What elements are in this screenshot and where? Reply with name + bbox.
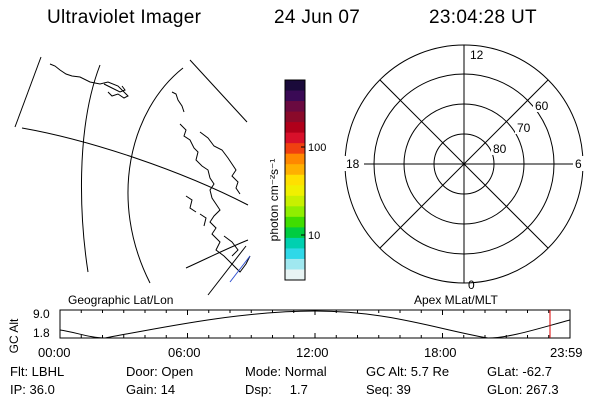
info-gc-alt: GC Alt: 5.7 Re <box>366 364 450 379</box>
colorbar-swatch <box>285 216 305 228</box>
time-tick-1200: 12:00 <box>296 345 329 360</box>
map-latitude-line <box>185 239 249 269</box>
info-dsp: Dsp: 1.7 <box>245 382 308 397</box>
colorbar-swatch <box>285 143 305 155</box>
colorbar-swatch <box>285 227 305 239</box>
colorbar-swatch <box>285 90 305 102</box>
time-tick-0000: 00:00 <box>38 345 71 360</box>
colorbar-swatch <box>285 111 305 123</box>
timeline-y-axis-label: GC Alt <box>7 318 21 353</box>
colorbar-swatch <box>285 206 305 218</box>
info-mode: Mode: Normal <box>245 364 327 379</box>
polar-plot: 12 18 6 0 60 70 80 <box>344 44 585 292</box>
coastline-blue-segment <box>229 255 251 283</box>
info-door: Door: Open <box>126 364 194 379</box>
colorbar-swatch <box>285 195 305 207</box>
apex-panel-label: Apex MLat/MLT <box>414 293 498 307</box>
colorbar-tick-label-100: 100 <box>308 142 326 154</box>
geographic-panel-label: Geographic Lat/Lon <box>68 293 174 307</box>
colorbar-swatch <box>285 122 305 134</box>
colorbar-swatch <box>285 80 305 92</box>
colorbar-swatch <box>285 258 305 270</box>
coastline <box>49 63 251 273</box>
geographic-map <box>14 56 251 296</box>
map-meridian-line <box>207 245 247 296</box>
map-boundary-line <box>14 56 42 128</box>
timeline-y-tick-high: 9.0 <box>33 307 50 321</box>
info-glat: GLat: -62.7 <box>487 364 553 379</box>
time-tick-2359: 23:59 <box>550 345 583 360</box>
colorbar-swatch <box>285 185 305 197</box>
colorbar: 100 10 photon cm⁻²s⁻¹ <box>270 79 326 281</box>
colorbar-swatch <box>285 153 305 165</box>
map-meridian-line <box>189 59 248 123</box>
info-gain: Gain: 14 <box>126 382 176 397</box>
time-label: 23:04:28 UT <box>429 7 537 28</box>
mlt-label-0: 0 <box>468 278 475 292</box>
mlt-label-18: 18 <box>346 157 360 171</box>
info-filter: Flt: LBHL <box>10 364 65 379</box>
time-tick-0600: 06:00 <box>168 345 201 360</box>
app-title: Ultraviolet Imager <box>47 7 202 28</box>
colorbar-swatch <box>285 248 305 260</box>
polar-diagonal <box>379 79 549 249</box>
colorbar-swatch <box>285 269 305 281</box>
timeline-y-tick-low: 1.8 <box>33 326 50 340</box>
colorbar-swatch <box>285 164 305 176</box>
colorbar-swatch <box>285 132 305 144</box>
mlt-label-12: 12 <box>470 48 484 62</box>
colorbar-swatch <box>285 174 305 186</box>
mlat-label-70: 70 <box>517 121 531 135</box>
map-longitude-arc <box>127 67 184 284</box>
time-tick-1800: 18:00 <box>424 345 457 360</box>
mlt-label-6: 6 <box>575 157 582 171</box>
map-longitude-arc <box>81 64 101 273</box>
info-glon: GLon: 267.3 <box>487 382 559 397</box>
info-seq: Seq: 39 <box>366 382 411 397</box>
colorbar-tick-label-10: 10 <box>308 230 320 242</box>
date-label: 24 Jun 07 <box>274 7 361 28</box>
mlat-label-80: 80 <box>493 142 507 156</box>
colorbar-frame <box>284 79 306 281</box>
info-ip: IP: 36.0 <box>10 382 55 397</box>
colorbar-unit-label: photon cm⁻²s⁻¹ <box>270 159 281 242</box>
colorbar-swatch <box>285 101 305 113</box>
colorbar-swatch <box>285 237 305 249</box>
map-latitude-line <box>21 127 249 206</box>
altitude-timeline: GC Alt 9.0 1.8 <box>7 307 571 353</box>
mlat-label-60: 60 <box>535 99 549 113</box>
